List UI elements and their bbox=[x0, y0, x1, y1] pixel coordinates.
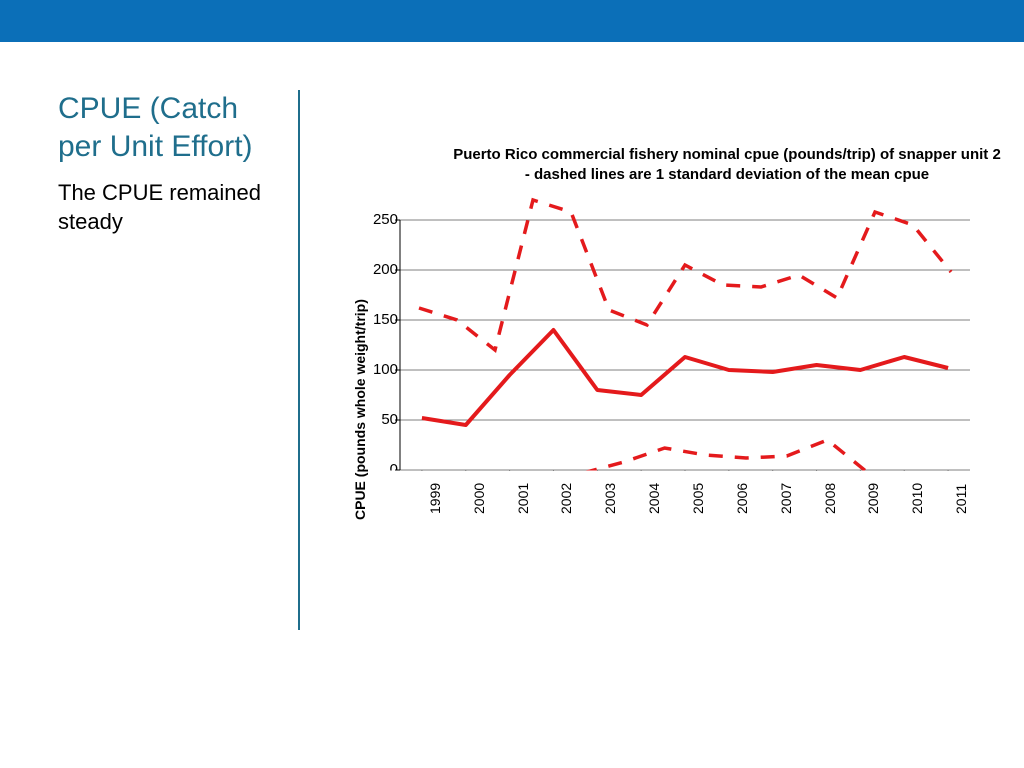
x-tick: 2009 bbox=[865, 483, 881, 514]
y-tick: 100 bbox=[362, 361, 398, 378]
x-tick: 2006 bbox=[734, 483, 750, 514]
x-tick: 2005 bbox=[690, 483, 706, 514]
y-tick: 50 bbox=[362, 411, 398, 428]
x-tick: 2001 bbox=[515, 483, 531, 514]
y-tick: 200 bbox=[362, 261, 398, 278]
x-tick: 2010 bbox=[909, 483, 925, 514]
x-tick: 1999 bbox=[427, 483, 443, 514]
slide-subtext: The CPUE remained steady bbox=[58, 179, 288, 236]
y-tick: 150 bbox=[362, 311, 398, 328]
cpue-chart: Puerto Rico commercial fishery nominal c… bbox=[356, 220, 1016, 550]
left-column: CPUE (Catch per Unit Effort) The CPUE re… bbox=[58, 90, 288, 768]
chart-column: Puerto Rico commercial fishery nominal c… bbox=[326, 90, 1024, 768]
chart-title: Puerto Rico commercial fishery nominal c… bbox=[412, 145, 1024, 186]
x-tick: 2004 bbox=[646, 483, 662, 514]
x-tick: 2003 bbox=[602, 483, 618, 514]
chart-title-line2: - dashed lines are 1 standard deviation … bbox=[525, 166, 929, 183]
vertical-divider bbox=[298, 90, 300, 630]
plot-area bbox=[400, 220, 1020, 550]
top-bar bbox=[0, 0, 1024, 42]
x-tick: 2008 bbox=[822, 483, 838, 514]
slide-heading: CPUE (Catch per Unit Effort) bbox=[58, 90, 288, 165]
x-tick: 2000 bbox=[471, 483, 487, 514]
x-tick: 2011 bbox=[953, 484, 969, 514]
x-tick: 2007 bbox=[778, 483, 794, 514]
chart-title-line1: Puerto Rico commercial fishery nominal c… bbox=[453, 146, 1001, 163]
y-axis-label: CPUE (pounds whole weight/trip) bbox=[352, 299, 368, 520]
y-tick: 250 bbox=[362, 211, 398, 228]
x-tick: 2002 bbox=[558, 483, 574, 514]
